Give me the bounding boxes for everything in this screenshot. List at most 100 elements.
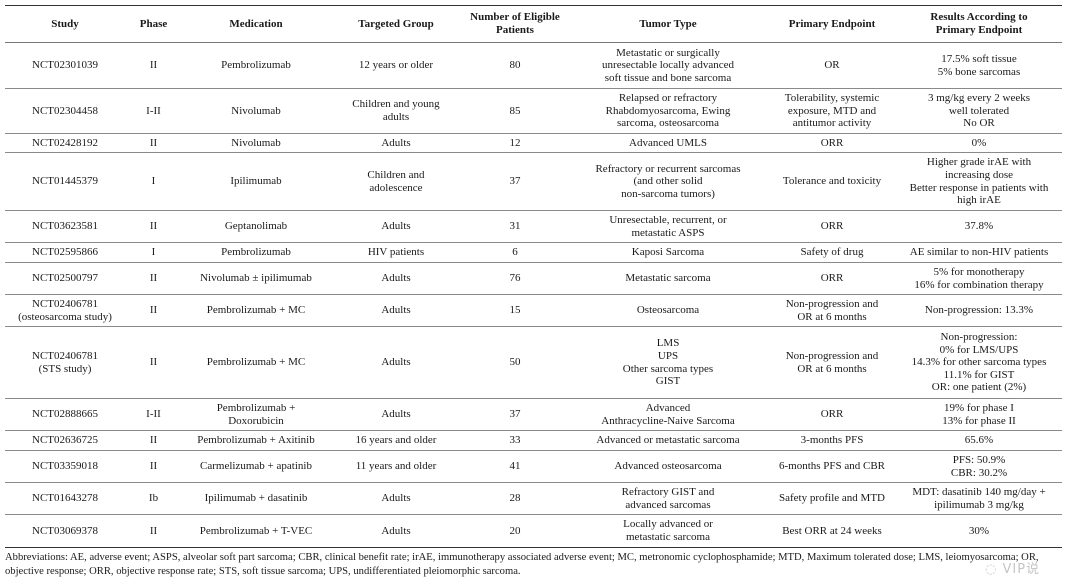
cell-study: NCT01445379 <box>5 152 125 211</box>
table-row: NCT01445379 I Ipilimumab Children and adole… <box>5 152 1062 211</box>
table-body: NCT02301039 II Pembrolizumab 12 years or ol… <box>5 42 1062 548</box>
cell-phase: II <box>125 430 182 451</box>
cell-medication: Pembrolizumab + Doxorubicin <box>182 398 330 431</box>
cell-medication: Nivolumab ± ipilimumab <box>182 262 330 295</box>
cell-primary-endpoint: ORR <box>768 133 896 153</box>
cell-targeted-group: Adults <box>330 326 462 399</box>
cell-primary-endpoint: OR <box>768 42 896 89</box>
cell-tumor-type: Kaposi Sarcoma <box>568 242 768 263</box>
cell-medication: Nivolumab <box>182 88 330 134</box>
cell-targeted-group: Children and adolescence <box>330 152 462 211</box>
cell-medication: Carmelizumab + apatinib <box>182 450 330 483</box>
column-header-results: Results According to Primary Endpoint <box>896 5 1062 43</box>
cell-targeted-group: 16 years and older <box>330 430 462 451</box>
cell-results: PFS: 50.9% CBR: 30.2% <box>896 450 1062 483</box>
watermark-logo: ◌ VIP说 <box>985 563 1040 577</box>
table-row: NCT02304458 I-II Nivolumab Children and you… <box>5 88 1062 134</box>
cell-eligible-patients: 31 <box>462 210 568 243</box>
cell-study: NCT02636725 <box>5 430 125 451</box>
cell-eligible-patients: 37 <box>462 398 568 431</box>
cell-eligible-patients: 76 <box>462 262 568 295</box>
cell-phase: II <box>125 210 182 243</box>
table-header-row: Study Phase Medication Targeted Group Number… <box>5 5 1062 43</box>
cell-study: NCT03069378 <box>5 514 125 548</box>
cell-study: NCT02406781 (osteosarcoma study) <box>5 294 125 327</box>
cell-phase: I <box>125 242 182 263</box>
cell-tumor-type: Advanced osteosarcoma <box>568 450 768 483</box>
cell-tumor-type: Refractory GIST and advanced sarcomas <box>568 482 768 515</box>
chat-bubble-icon: ◌ <box>985 562 998 577</box>
cell-primary-endpoint: Tolerability, systemic exposure, MTD and… <box>768 88 896 134</box>
cell-tumor-type: Advanced UMLS <box>568 133 768 153</box>
cell-phase: II <box>125 294 182 327</box>
cell-medication: Ipilimumab + dasatinib <box>182 482 330 515</box>
cell-results: 30% <box>896 514 1062 548</box>
cell-medication: Pembrolizumab + Axitinib <box>182 430 330 451</box>
cell-tumor-type: Advanced or metastatic sarcoma <box>568 430 768 451</box>
cell-tumor-type: Relapsed or refractory Rhabdomyosarcoma,… <box>568 88 768 134</box>
cell-medication: Pembrolizumab + MC <box>182 326 330 399</box>
cell-study: NCT02500797 <box>5 262 125 295</box>
cell-targeted-group: 12 years or older <box>330 42 462 89</box>
cell-results: Higher grade irAE with increasing dose B… <box>896 152 1062 211</box>
cell-primary-endpoint: Non-progression and OR at 6 months <box>768 294 896 327</box>
table-row: NCT03623581 II Geptanolimab Adults 31 Unresec… <box>5 210 1062 243</box>
cell-eligible-patients: 6 <box>462 242 568 263</box>
cell-tumor-type: Osteosarcoma <box>568 294 768 327</box>
cell-results: 0% <box>896 133 1062 153</box>
cell-targeted-group: Children and young adults <box>330 88 462 134</box>
column-header-tumor-type: Tumor Type <box>568 5 768 43</box>
table-row: NCT03069378 II Pembrolizumab + T-VEC Adults… <box>5 514 1062 548</box>
cell-targeted-group: Adults <box>330 514 462 548</box>
cell-study: NCT02304458 <box>5 88 125 134</box>
cell-primary-endpoint: 6-months PFS and CBR <box>768 450 896 483</box>
cell-eligible-patients: 41 <box>462 450 568 483</box>
column-header-study: Study <box>5 5 125 43</box>
cell-tumor-type: Metastatic or surgically unresectable lo… <box>568 42 768 89</box>
cell-results: Non-progression: 0% for LMS/UPS 14.3% fo… <box>896 326 1062 399</box>
cell-primary-endpoint: ORR <box>768 210 896 243</box>
cell-phase: Ib <box>125 482 182 515</box>
abbreviations-footnote: Abbreviations: AE, adverse event; ASPS, … <box>5 552 1039 577</box>
cell-results: 17.5% soft tissue 5% bone sarcomas <box>896 42 1062 89</box>
table-row: NCT02301039 II Pembrolizumab 12 years or ol… <box>5 42 1062 89</box>
cell-eligible-patients: 28 <box>462 482 568 515</box>
cell-targeted-group: HIV patients <box>330 242 462 263</box>
cell-tumor-type: Refractory or recurrent sarcomas (and ot… <box>568 152 768 211</box>
cell-targeted-group: Adults <box>330 210 462 243</box>
cell-tumor-type: Metastatic sarcoma <box>568 262 768 295</box>
watermark-text: VIP说 <box>1002 562 1041 577</box>
cell-medication: Pembrolizumab <box>182 242 330 263</box>
cell-primary-endpoint: 3-months PFS <box>768 430 896 451</box>
cell-results: 65.6% <box>896 430 1062 451</box>
cell-study: NCT03359018 <box>5 450 125 483</box>
cell-targeted-group: Adults <box>330 482 462 515</box>
column-header-primary-endpoint: Primary Endpoint <box>768 5 896 43</box>
cell-study: NCT02428192 <box>5 133 125 153</box>
cell-primary-endpoint: ORR <box>768 398 896 431</box>
cell-phase: II <box>125 514 182 548</box>
cell-eligible-patients: 37 <box>462 152 568 211</box>
cell-medication: Pembrolizumab + MC <box>182 294 330 327</box>
table-row: NCT02636725 II Pembrolizumab + Axitinib 16 … <box>5 430 1062 451</box>
cell-study: NCT02888665 <box>5 398 125 431</box>
clinical-trials-table: Study Phase Medication Targeted Group Number… <box>5 5 1062 548</box>
cell-study: NCT02301039 <box>5 42 125 89</box>
cell-study: NCT03623581 <box>5 210 125 243</box>
cell-results: 19% for phase I 13% for phase II <box>896 398 1062 431</box>
cell-results: 3 mg/kg every 2 weeks well tolerated No … <box>896 88 1062 134</box>
cell-phase: II <box>125 133 182 153</box>
cell-results: AE similar to non-HIV patients <box>896 242 1062 263</box>
cell-tumor-type: LMS UPS Other sarcoma types GIST <box>568 326 768 399</box>
cell-eligible-patients: 12 <box>462 133 568 153</box>
cell-eligible-patients: 20 <box>462 514 568 548</box>
table-row: NCT02500797 II Nivolumab ± ipilimumab Adult… <box>5 262 1062 295</box>
cell-medication: Ipilimumab <box>182 152 330 211</box>
cell-targeted-group: Adults <box>330 294 462 327</box>
cell-eligible-patients: 85 <box>462 88 568 134</box>
cell-tumor-type: Advanced Anthracycline-Naive Sarcoma <box>568 398 768 431</box>
table-row: NCT02428192 II Nivolumab Adults 12 Advanced U… <box>5 133 1062 153</box>
cell-medication: Nivolumab <box>182 133 330 153</box>
cell-study: NCT02406781 (STS study) <box>5 326 125 399</box>
cell-tumor-type: Locally advanced or metastatic sarcoma <box>568 514 768 548</box>
